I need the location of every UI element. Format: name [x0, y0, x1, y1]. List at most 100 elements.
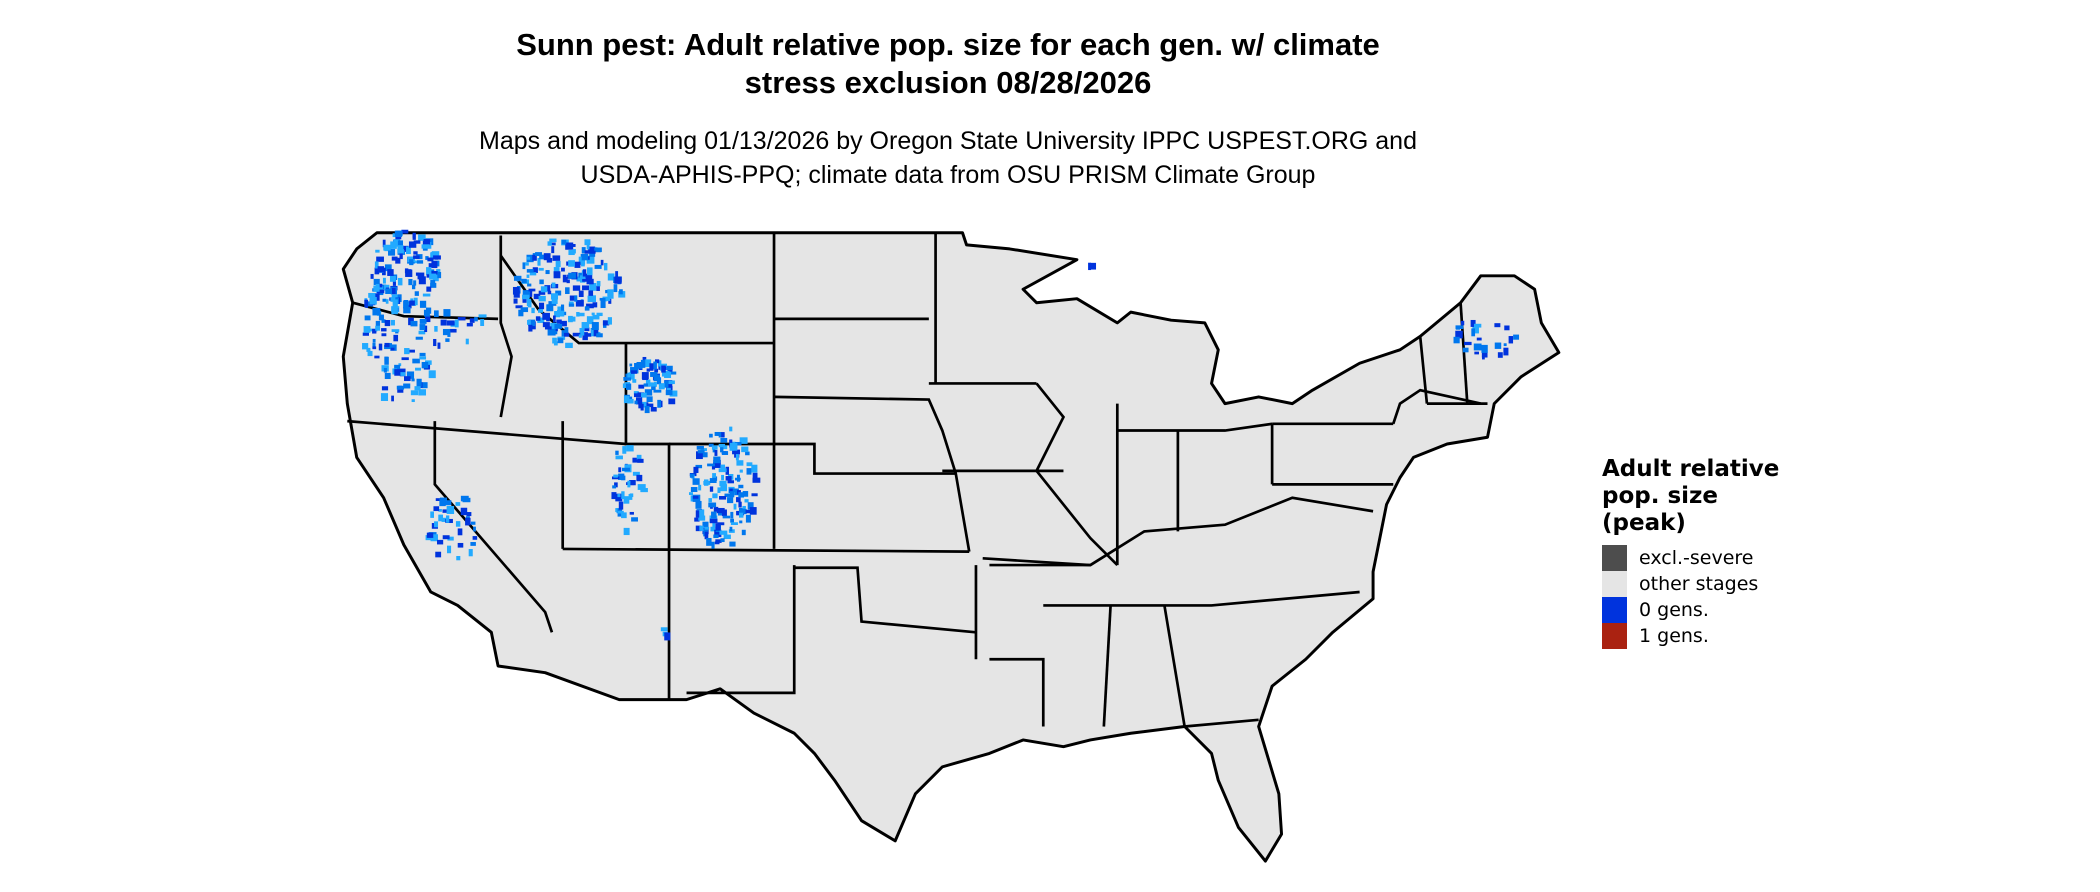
zero-gens-cell [729, 426, 733, 432]
zero-gens-cell [729, 526, 733, 532]
zero-gens-cell [372, 342, 376, 348]
zero-gens-cell [654, 368, 659, 373]
zero-gens-cell [722, 515, 731, 519]
zero-gens-cell [1497, 352, 1503, 358]
zero-gens-cell [418, 389, 427, 396]
zero-gens-cell [746, 468, 752, 475]
state-border [1418, 336, 1429, 404]
zero-gens-cell [545, 270, 550, 275]
zero-gens-cell [721, 432, 725, 438]
zero-gens-cell [713, 456, 721, 464]
zero-gens-cell [615, 493, 623, 502]
zero-gens-cell [547, 241, 552, 246]
zero-gens-cell [528, 324, 533, 332]
zero-gens-cell [627, 480, 631, 488]
zero-gens-cell [695, 525, 702, 532]
legend-item-1-gens: 1 gens. [1602, 623, 1802, 649]
zero-gens-cell [376, 289, 385, 294]
zero-gens-cell [711, 445, 718, 450]
zero-gens-cell [528, 288, 536, 292]
zero-gens-cell [642, 356, 647, 363]
zero-gens-cell [362, 343, 369, 350]
zero-gens-cell [630, 367, 636, 373]
zero-gens-cell [565, 287, 570, 295]
zero-gens-cell [374, 355, 380, 359]
zero-gens-cell [397, 240, 404, 248]
zero-gens-cell [433, 338, 437, 347]
zero-gens-cell [741, 446, 749, 453]
zero-gens-cell [550, 322, 558, 329]
zero-gens-cell [551, 246, 555, 254]
zero-gens-cell [424, 315, 431, 323]
zero-gens-cell [588, 290, 594, 296]
zero-gens-cell [627, 398, 634, 404]
zero-gens-cell [413, 297, 418, 306]
zero-gens-cell [381, 319, 386, 323]
zero-gens-cell [531, 307, 535, 314]
zero-gens-cell [419, 352, 426, 357]
zero-gens-cell [571, 316, 576, 322]
zero-gens-cell [618, 467, 622, 473]
zero-gens-cell [593, 247, 602, 253]
zero-gens-cell [607, 273, 615, 281]
zero-gens-cell [632, 379, 637, 383]
zero-gens-cell [409, 259, 414, 266]
zero-gens-cell [1462, 347, 1469, 353]
zero-gens-cell [614, 276, 622, 284]
zero-gens-cell [384, 264, 392, 272]
zero-gens-cell [532, 267, 538, 273]
zero-gens-cell [370, 273, 374, 279]
state-border [794, 566, 977, 634]
zero-gens-cell [455, 502, 461, 506]
state-border [1043, 590, 1360, 607]
zero-gens-cell [561, 267, 565, 272]
zero-gens-cell [1481, 344, 1488, 353]
zero-gens-cell [547, 290, 552, 295]
zero-gens-cell [612, 485, 617, 489]
zero-gens-cell [455, 521, 461, 527]
zero-gens-cell [449, 328, 457, 333]
zero-gens-cell [582, 285, 590, 291]
zero-gens-cell [669, 390, 678, 397]
zero-gens-cell [714, 431, 722, 436]
zero-gens-cell [550, 331, 558, 335]
zero-gens-cell [535, 252, 543, 257]
zero-gens-cell [588, 246, 596, 252]
zero-gens-cell [636, 474, 643, 482]
zero-gens-cell [714, 529, 722, 538]
zero-gens-cell [382, 298, 387, 302]
zero-gens-cell [553, 271, 561, 279]
zero-gens-cell [664, 380, 669, 388]
zero-gens-cell [720, 447, 724, 453]
zero-gens-cell [421, 361, 429, 369]
zero-gens-cell [414, 291, 419, 296]
chart-title: Sunn pest: Adult relative pop. size for … [0, 26, 1896, 102]
zero-gens-cell [363, 326, 371, 333]
zero-gens-cell [391, 256, 398, 261]
zero-gens-cell [586, 255, 595, 264]
zero-gens-cell [640, 403, 644, 411]
zero-gens-cell [586, 278, 594, 285]
zero-gens-cell [721, 509, 727, 517]
zero-gens-cell [421, 382, 428, 389]
zero-gens-cell [401, 357, 409, 361]
zero-gens-cell [430, 511, 434, 518]
zero-gens-cell [735, 454, 739, 461]
zero-gens-cell [446, 320, 455, 326]
zero-gens-cell [697, 450, 705, 454]
zero-gens-cell [1504, 325, 1510, 331]
zero-gens-cell [546, 258, 553, 263]
zero-gens-cell [578, 256, 582, 264]
zero-gens-cell [629, 372, 635, 380]
zero-gens-cell [1472, 326, 1479, 334]
zero-gens-cell [392, 277, 396, 286]
zero-gens-cell [526, 256, 531, 260]
zero-gens-cell [468, 549, 473, 557]
zero-gens-cell [441, 517, 449, 522]
zero-gens-cell [366, 347, 371, 352]
zero-gens-cell [717, 522, 725, 526]
zero-gens-cell [725, 476, 732, 481]
zero-gens-cell [406, 371, 415, 379]
zero-gens-cell [668, 398, 676, 405]
zero-gens-cell [552, 315, 556, 323]
